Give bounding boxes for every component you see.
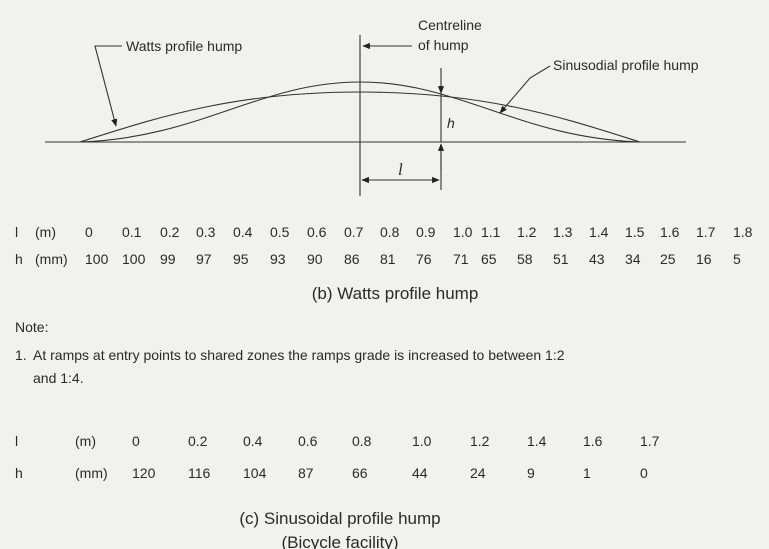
table-cell: 104 xyxy=(243,465,267,481)
table-cell: 90 xyxy=(307,251,323,267)
table-cell: 1.3 xyxy=(553,224,573,240)
caption: (Bicycle facility) xyxy=(281,533,398,549)
sinusoidal-leader xyxy=(499,65,551,114)
table-cell: 86 xyxy=(344,251,360,267)
centreline-label: Centreline xyxy=(418,17,482,33)
table-cell: 97 xyxy=(196,251,212,267)
watts-leader xyxy=(94,45,122,127)
l-label: l xyxy=(398,160,403,179)
table-cell: 5 xyxy=(733,251,741,267)
sinusoidal-label: Sinusodial profile hump xyxy=(553,57,699,73)
table-cell: 0 xyxy=(85,224,93,240)
table-cell: 81 xyxy=(380,251,396,267)
table-cell: 65 xyxy=(481,251,497,267)
table-cell: 0 xyxy=(640,465,648,481)
table-cell: 25 xyxy=(660,251,676,267)
table-cell: 51 xyxy=(553,251,569,267)
watts-label: Watts profile hump xyxy=(126,38,242,54)
table-cell: 1.4 xyxy=(527,433,547,449)
note-text: At ramps at entry points to shared zones… xyxy=(33,347,565,363)
row-label: (m) xyxy=(35,224,56,240)
table-cell: 0.8 xyxy=(380,224,400,240)
table-cell: 0.5 xyxy=(270,224,290,240)
table-cell: 116 xyxy=(188,465,211,481)
row-label: (mm) xyxy=(35,251,68,267)
row-label: h xyxy=(15,465,23,481)
table-cell: 1.2 xyxy=(470,433,490,449)
table-cell: 1.0 xyxy=(412,433,432,449)
table-cell: 24 xyxy=(470,465,486,481)
table-cell: 0.7 xyxy=(344,224,364,240)
table-cell: 0.1 xyxy=(122,224,142,240)
table-cell: 9 xyxy=(527,465,535,481)
table-cell: 0 xyxy=(132,433,140,449)
table-cell: 0.9 xyxy=(416,224,436,240)
table-cell: 1.7 xyxy=(696,224,716,240)
table-cell: 66 xyxy=(352,465,368,481)
table-cell: 1.0 xyxy=(453,224,473,240)
row-label: (mm) xyxy=(75,465,108,481)
table-cell: 1.1 xyxy=(481,224,501,240)
table-cell: 1 xyxy=(583,465,591,481)
table-cell: 1.7 xyxy=(640,433,660,449)
table-cell: 1.8 xyxy=(733,224,753,240)
table-cell: 1.4 xyxy=(589,224,609,240)
diagram: Watts profile hump Centreline of hump Si… xyxy=(45,17,699,196)
table-cell: 71 xyxy=(453,251,469,267)
row-label: h xyxy=(15,251,23,267)
row-label: l xyxy=(15,224,18,240)
table-cell: 87 xyxy=(298,465,314,481)
note-heading: Note: xyxy=(15,319,48,335)
table-cell: 58 xyxy=(517,251,533,267)
table-cell: 0.4 xyxy=(233,224,253,240)
table-cell: 100 xyxy=(122,251,146,267)
table-cell: 0.3 xyxy=(196,224,216,240)
table-cell: 0.2 xyxy=(160,224,180,240)
table-cell: 0.2 xyxy=(188,433,208,449)
table-cell: 100 xyxy=(85,251,109,267)
table-cell: 1.5 xyxy=(625,224,645,240)
h-label: h xyxy=(447,115,455,131)
caption: (c) Sinusoidal profile hump xyxy=(239,509,440,528)
caption: (b) Watts profile hump xyxy=(312,284,479,303)
table-cell: 34 xyxy=(625,251,641,267)
table-cell: 1.6 xyxy=(660,224,680,240)
table-cell: 0.8 xyxy=(352,433,372,449)
table-cell: 1.6 xyxy=(583,433,603,449)
table-cell: 43 xyxy=(589,251,605,267)
tables: l (m) 0 0.1 0.2 0.3 0.4 0.5 0.6 0.7 0.8 0.9 1.0 1.1 1.… xyxy=(15,224,753,481)
centreline-label: of hump xyxy=(418,37,469,53)
table-cell: 120 xyxy=(132,465,156,481)
table-cell: 44 xyxy=(412,465,428,481)
table-cell: 0.6 xyxy=(307,224,327,240)
table-cell: 1.2 xyxy=(517,224,537,240)
note-number: 1. xyxy=(15,347,27,363)
table-cell: 93 xyxy=(270,251,286,267)
row-label: l xyxy=(15,433,18,449)
row-label: (m) xyxy=(75,433,96,449)
table-cell: 95 xyxy=(233,251,249,267)
table-cell: 0.6 xyxy=(298,433,318,449)
table-cell: 0.4 xyxy=(243,433,263,449)
note-text: and 1:4. xyxy=(33,370,84,386)
table-cell: 99 xyxy=(160,251,176,267)
table-cell: 16 xyxy=(696,251,712,267)
table-cell: 76 xyxy=(416,251,432,267)
